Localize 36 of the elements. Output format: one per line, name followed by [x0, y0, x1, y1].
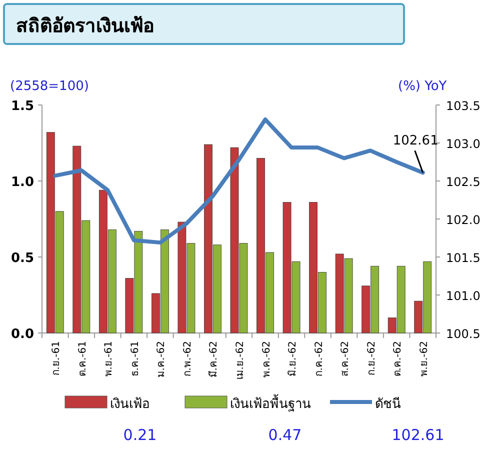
- y2-tick-label: 100.5: [446, 327, 480, 341]
- x-tick-label: มิ.ย.-62: [288, 341, 299, 377]
- x-tick-label: ธ.ค.-61: [130, 341, 141, 377]
- y-tick-label: 0.5: [10, 251, 34, 266]
- x-tick-label: พ.ค.-62: [261, 341, 272, 378]
- annotation: 102.61: [392, 134, 438, 149]
- y2-tick-label: 102.0: [446, 213, 480, 227]
- legend-label: ดัชนี: [375, 396, 401, 412]
- x-tick-label: ต.ค.-62: [392, 341, 404, 377]
- text: 0.21: [123, 426, 157, 444]
- x-tick-label: ก.พ.-62: [182, 341, 194, 377]
- legend-label: เงินเฟ้อ: [110, 397, 150, 412]
- y2-tick-label: 102.5: [446, 175, 480, 189]
- y2-tick-label: 101.0: [446, 289, 480, 303]
- y-axis-title: (2558=100): [10, 79, 89, 94]
- x-tick-label: พ.ย.-61: [104, 341, 115, 377]
- x-tick-label: ต.ค.-61: [77, 341, 88, 377]
- x-tick-label: ม.ค.-62: [156, 341, 168, 378]
- x-tick-label: ก.ย.-62: [366, 341, 378, 376]
- x-tick-label: ส.ค.-62: [340, 341, 352, 377]
- chart-title: สถิติอัตราเงินเฟ้อ: [16, 15, 154, 37]
- y2-tick-label: 101.5: [446, 251, 480, 265]
- y-tick-label: 0.0: [10, 327, 34, 342]
- y-tick-label: 1.5: [10, 99, 34, 114]
- y2-tick-label: 103.5: [446, 99, 480, 113]
- x-tick-label: เม.ย.-62: [235, 341, 246, 380]
- y2-axis-title: (%) YoY: [398, 79, 447, 94]
- x-tick-label: พ.ย.-62: [418, 341, 430, 377]
- x-tick-label: ก.ค.-62: [314, 341, 325, 377]
- legend-label: เงินเฟ้อพื้นฐาน: [230, 394, 311, 412]
- x-tick-label: มี.ค.-62: [208, 341, 220, 378]
- y-tick-label: 1.0: [10, 175, 34, 190]
- text: 102.61: [392, 426, 444, 444]
- x-tick-label: ก.ย.-61: [51, 341, 62, 376]
- text: 0.47: [268, 426, 302, 444]
- y2-tick-label: 103.0: [446, 137, 480, 151]
